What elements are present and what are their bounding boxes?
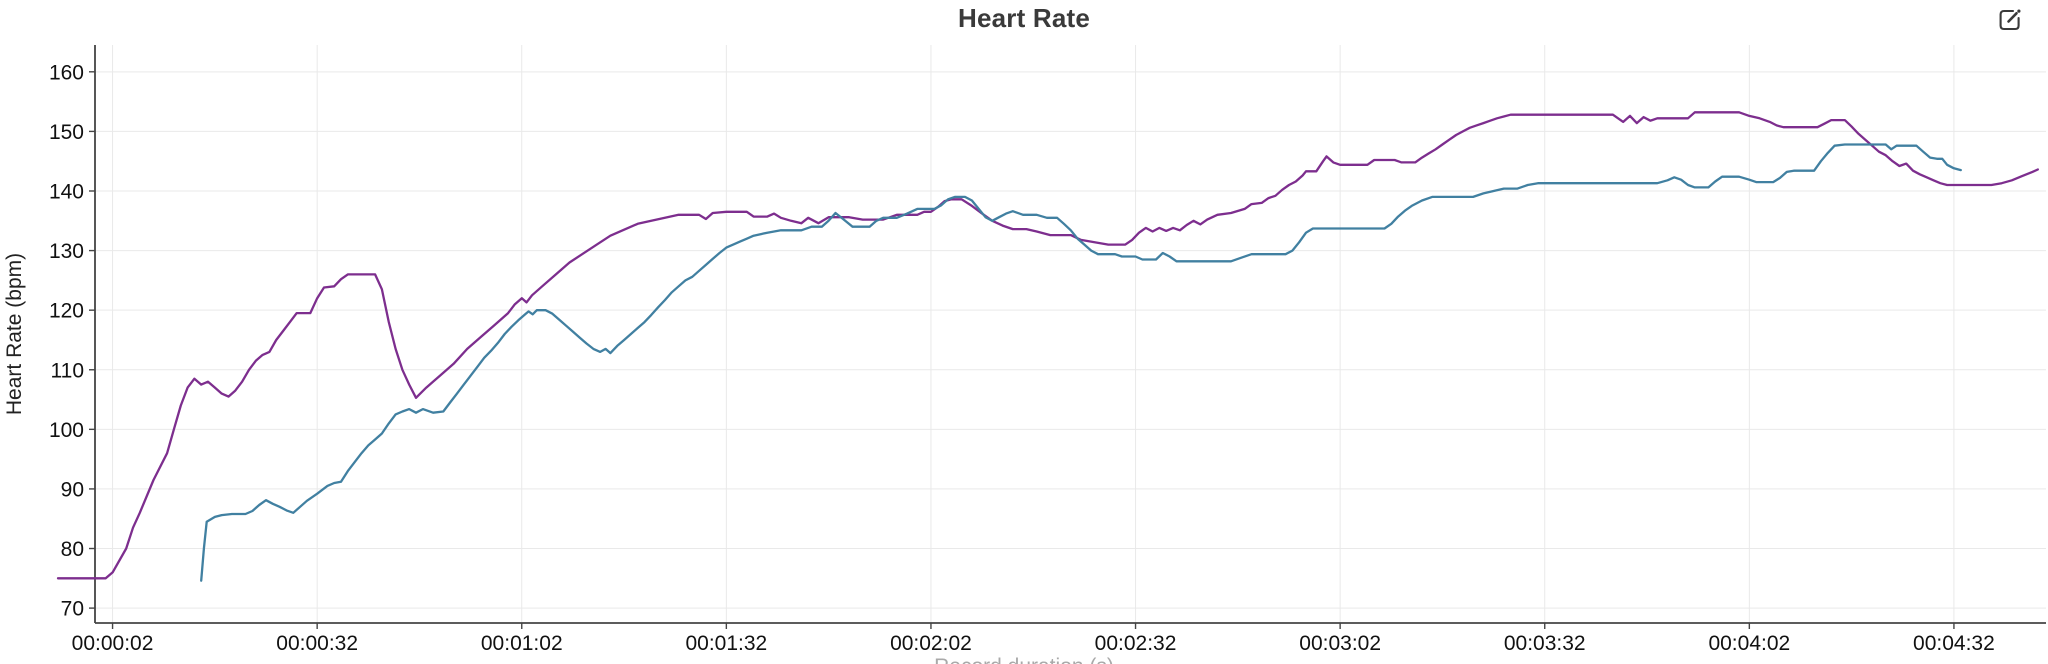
y-tick-label: 100	[49, 419, 84, 442]
y-tick-label: 150	[49, 121, 84, 144]
y-tick-label: 70	[61, 598, 84, 621]
y-tick-label: 160	[49, 61, 84, 84]
y-tick-label: 130	[49, 240, 84, 263]
y-tick-label: 120	[49, 300, 84, 323]
x-axis-title-clipped: Record duration (s)	[0, 655, 2048, 664]
x-tick-label: 00:00:32	[276, 632, 358, 655]
edit-icon[interactable]	[1996, 6, 2024, 34]
x-tick-label: 00:03:02	[1299, 632, 1381, 655]
hr-series-teal	[200, 143, 1962, 582]
y-tick-label: 90	[61, 478, 84, 501]
y-axis-title: Heart Rate (bpm)	[3, 253, 26, 415]
hr-series-purple	[56, 111, 2039, 580]
x-tick-label: 00:03:32	[1504, 632, 1586, 655]
y-tick-label: 140	[49, 180, 84, 203]
x-tick-label: 00:02:32	[1095, 632, 1177, 655]
pencil-square-icon	[1999, 9, 2021, 31]
x-tick-label: 00:02:02	[890, 632, 972, 655]
x-tick-label: 00:04:02	[1708, 632, 1790, 655]
x-tick-label: 00:01:32	[685, 632, 767, 655]
x-tick-label: 00:00:02	[72, 632, 154, 655]
y-tick-label: 80	[61, 538, 84, 561]
y-tick-label: 110	[51, 359, 84, 382]
x-tick-label: 00:01:02	[481, 632, 563, 655]
x-tick-label: 00:04:32	[1913, 632, 1995, 655]
